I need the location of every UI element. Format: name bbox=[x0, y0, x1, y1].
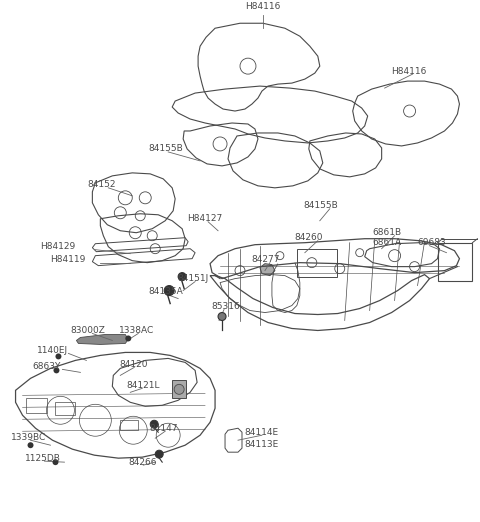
Text: 84152: 84152 bbox=[87, 180, 116, 189]
Circle shape bbox=[56, 353, 61, 360]
Text: 84266: 84266 bbox=[128, 458, 157, 467]
Circle shape bbox=[53, 367, 60, 373]
Bar bbox=[297, 248, 337, 277]
Polygon shape bbox=[260, 264, 275, 276]
Text: 84113E: 84113E bbox=[244, 440, 278, 449]
Bar bbox=[56, 402, 75, 416]
Text: 84135A: 84135A bbox=[148, 287, 183, 296]
Text: H84119: H84119 bbox=[50, 255, 86, 264]
Text: 84147: 84147 bbox=[149, 424, 178, 433]
Bar bbox=[437, 243, 472, 281]
Text: 84155B: 84155B bbox=[304, 201, 338, 210]
Text: 84260: 84260 bbox=[295, 233, 324, 242]
Bar bbox=[172, 381, 186, 398]
Circle shape bbox=[178, 272, 186, 281]
Text: 1339BC: 1339BC bbox=[11, 433, 46, 442]
Text: 69683: 69683 bbox=[418, 238, 446, 247]
Bar bbox=[25, 398, 48, 413]
Text: 1338AC: 1338AC bbox=[120, 326, 155, 335]
Text: 84277: 84277 bbox=[251, 255, 279, 264]
Text: 84114E: 84114E bbox=[244, 428, 278, 437]
Bar bbox=[120, 420, 138, 430]
Circle shape bbox=[155, 450, 163, 458]
Text: 83000Z: 83000Z bbox=[71, 326, 105, 335]
Text: H84127: H84127 bbox=[187, 214, 222, 223]
Circle shape bbox=[164, 286, 174, 295]
Text: 6861B: 6861B bbox=[372, 228, 402, 237]
Text: 1125DB: 1125DB bbox=[24, 454, 60, 462]
Text: 84155B: 84155B bbox=[148, 145, 183, 153]
Circle shape bbox=[125, 336, 131, 341]
Circle shape bbox=[174, 384, 184, 394]
Text: 84121L: 84121L bbox=[126, 381, 160, 390]
Circle shape bbox=[27, 442, 34, 448]
Text: H84116: H84116 bbox=[245, 2, 281, 11]
Text: 84151J: 84151J bbox=[177, 274, 208, 283]
Circle shape bbox=[150, 420, 158, 428]
Text: 6861A: 6861A bbox=[372, 238, 402, 247]
Text: H84116: H84116 bbox=[392, 67, 427, 76]
Circle shape bbox=[218, 313, 226, 321]
Polygon shape bbox=[76, 335, 128, 345]
Text: 6863Y: 6863Y bbox=[33, 362, 61, 371]
Text: 1140EJ: 1140EJ bbox=[36, 346, 68, 355]
Text: H84129: H84129 bbox=[40, 242, 76, 251]
Circle shape bbox=[52, 459, 59, 465]
Text: 85316: 85316 bbox=[211, 302, 240, 311]
Text: 84120: 84120 bbox=[120, 360, 148, 369]
